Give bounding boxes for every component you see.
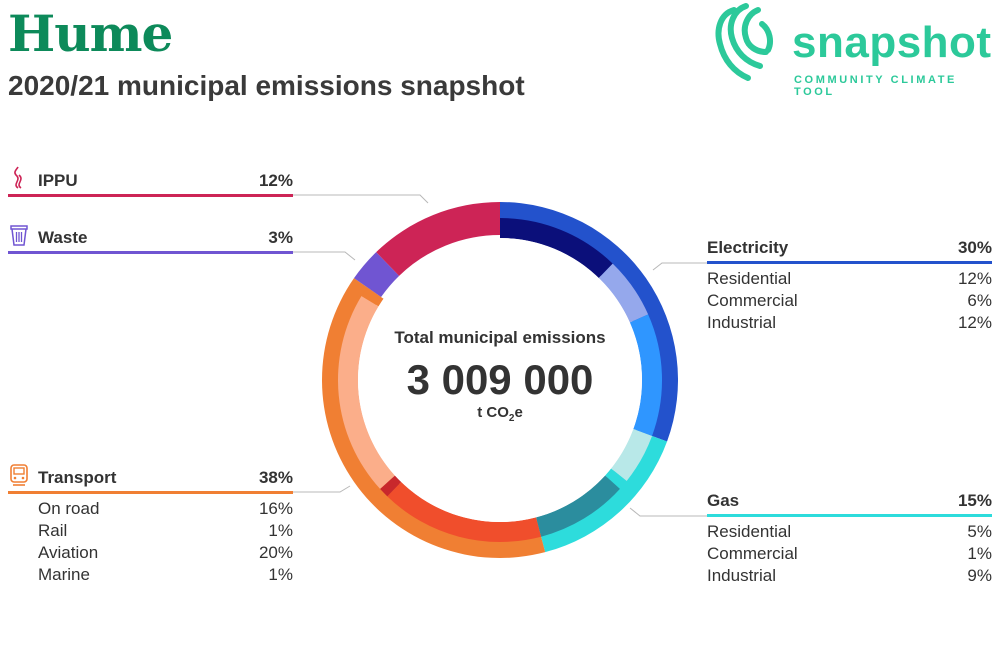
- legend-gas-sub: Residential 5%: [707, 520, 992, 542]
- sub-name: Commercial: [707, 291, 798, 310]
- legend-electricity: Electricity 30% Residential 12% Commercia…: [707, 237, 992, 333]
- legend-gas-name: Gas: [707, 491, 740, 510]
- sub-pct: 20%: [258, 543, 293, 562]
- legend-transport-sub: On road 16%: [8, 497, 293, 519]
- legend-gas-sub: Industrial 9%: [707, 564, 992, 586]
- legend-waste-name: Waste: [38, 228, 88, 247]
- legend-ippu-name: IPPU: [38, 171, 78, 190]
- legend-electricity-sub: Residential 12%: [707, 267, 992, 289]
- sub-pct: 1%: [268, 521, 293, 540]
- donut-subslice-electricity-residential: [500, 218, 613, 278]
- sub-name: Rail: [38, 521, 68, 540]
- logo-wordmark: snapshot: [792, 18, 992, 67]
- trash-bin-icon: [10, 225, 28, 246]
- legend-electricity-header: Electricity 30%: [707, 237, 992, 264]
- sub-pct: 5%: [967, 522, 992, 541]
- legend-transport-sub: Marine 1%: [8, 563, 293, 585]
- unit-prefix: t CO: [477, 404, 509, 421]
- sub-pct: 1%: [268, 565, 293, 584]
- sub-name: Industrial: [707, 566, 776, 585]
- legend-transport-header: Transport 38%: [8, 464, 293, 494]
- donut-subslice-electricity-industrial: [629, 314, 662, 436]
- emissions-donut-chart: [322, 202, 678, 558]
- sub-name: Residential: [707, 269, 792, 288]
- legend-gas-header: Gas 15%: [707, 490, 992, 517]
- legend-electricity-name: Electricity: [707, 238, 789, 257]
- sub-pct: 6%: [967, 291, 992, 310]
- sub-name: Residential: [707, 522, 792, 541]
- page-title: Hume: [8, 4, 173, 63]
- logo-tagline: COMMUNITY CLIMATE TOOL: [794, 74, 957, 98]
- legend-transport-sub: Aviation 20%: [8, 541, 293, 563]
- legend-electricity-sub: Industrial 12%: [707, 311, 992, 333]
- donut-subslice-gas-commercial: [605, 468, 627, 489]
- page-subtitle: 2020/21 municipal emissions snapshot: [8, 70, 525, 101]
- sub-pct: 12%: [957, 313, 992, 332]
- center-total-value: 3 009 000: [406, 356, 594, 403]
- legend-gas: Gas 15% Residential 5% Commercial 1% Indus…: [707, 490, 992, 586]
- donut-subslice-gas-residential: [611, 429, 653, 482]
- snapshot-swirl-icon: [715, 3, 773, 81]
- donut-subslice-electricity-commercial: [598, 263, 649, 323]
- legend-transport-pct: 38%: [258, 468, 293, 487]
- sub-pct: 12%: [957, 269, 992, 288]
- legend-gas-pct: 15%: [957, 491, 992, 510]
- legend-transport-sub: Rail 1%: [8, 519, 293, 541]
- legend-ippu-header: IPPU 12%: [8, 166, 293, 197]
- sub-name: Industrial: [707, 313, 776, 332]
- donut-subslice-transport-on-road: [387, 482, 542, 542]
- donut-slice-transport: [322, 278, 546, 558]
- donut-subslice-transport-rail: [380, 475, 402, 497]
- center-title: Total municipal emissions: [394, 328, 606, 347]
- donut-slice-waste: [354, 252, 400, 298]
- donut-subslice-transport-aviation: [338, 296, 395, 489]
- legend-transport-name: Transport: [38, 468, 117, 487]
- sub-name: Commercial: [707, 544, 798, 563]
- center-unit: t CO2e: [0, 404, 1000, 424]
- sub-pct: 9%: [967, 566, 992, 585]
- legend-waste-header: Waste 3%: [8, 225, 293, 254]
- legend-ippu-pct: 12%: [258, 171, 293, 190]
- train-icon: [10, 464, 28, 486]
- legend-electricity-pct: 30%: [957, 238, 992, 257]
- unit-subscript: 2: [508, 413, 515, 424]
- legend-electricity-sub: Commercial 6%: [707, 289, 992, 311]
- legend-ippu: IPPU 12%: [8, 166, 293, 197]
- donut-slice-ippu: [376, 202, 500, 276]
- snapshot-logo: snapshot COMMUNITY CLIMATE TOOL: [712, 0, 1000, 98]
- unit-suffix: e: [514, 404, 523, 421]
- donut-hole: [358, 238, 642, 522]
- sub-name: Marine: [38, 565, 90, 584]
- sub-name: Aviation: [38, 543, 99, 562]
- legend-waste: Waste 3%: [8, 225, 293, 254]
- legend-transport: Transport 38% On road 16% Rail 1% Aviation…: [8, 464, 293, 585]
- sub-pct: 1%: [967, 544, 992, 563]
- sub-name: On road: [38, 499, 100, 518]
- inner-ring: [338, 218, 662, 542]
- legend-waste-pct: 3%: [268, 228, 293, 247]
- smoke-icon: [14, 166, 22, 189]
- donut-subslice-gas-industrial: [536, 475, 620, 537]
- donut-subslice-transport-marine: [361, 287, 384, 307]
- sub-pct: 16%: [258, 499, 293, 518]
- legend-gas-sub: Commercial 1%: [707, 542, 992, 564]
